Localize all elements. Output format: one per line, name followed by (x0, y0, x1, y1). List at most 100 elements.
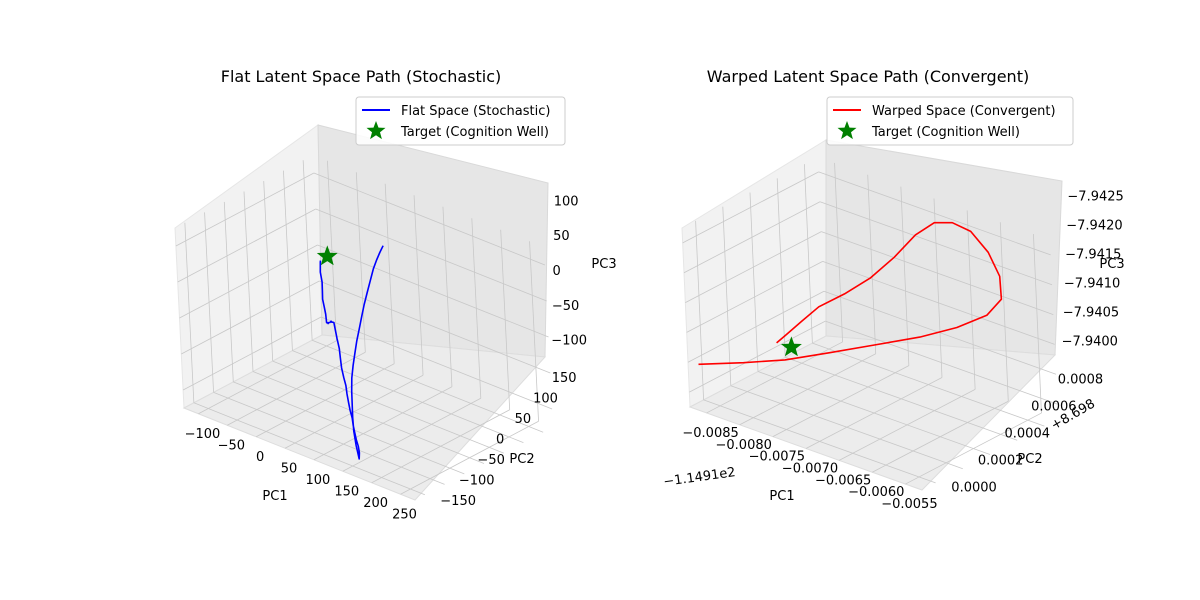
grid-line-z (182, 316, 322, 391)
grid-line-y (193, 402, 426, 496)
grid-line-z (822, 261, 1055, 345)
grid-line-x (933, 198, 943, 378)
x-tick-label: 150 (334, 484, 359, 499)
series-line-0 (319, 245, 384, 460)
x-tick-label: 200 (363, 496, 388, 511)
z-tick-label: 50 (553, 229, 570, 244)
series-line-0 (698, 221, 1003, 366)
warped-xlabel: PC1 (769, 489, 794, 504)
warped-pane-back (825, 139, 1063, 356)
flat-pane-floor (182, 334, 547, 501)
target-star-marker (780, 336, 802, 357)
y-tick-label: 0.0006 (1031, 400, 1077, 415)
warped-data (698, 221, 1003, 366)
flat-ylabel: PC2 (509, 452, 534, 467)
x-tick-label: 50 (281, 461, 298, 476)
grid-line-y (213, 391, 445, 485)
grid-line-y (730, 385, 963, 470)
x-tick-label: −0.0085 (682, 426, 738, 441)
warped-gridlines (682, 162, 1058, 485)
grid-line-x (867, 174, 877, 354)
flat-legend-label-target: Target (Cognition Well) (400, 125, 549, 140)
grid-line-y (252, 371, 485, 464)
grid-line-z (689, 320, 826, 393)
x-tick-label: 0 (256, 450, 264, 465)
grid-line-y (703, 399, 936, 484)
y-tick-label: 100 (533, 392, 558, 407)
y-tick-label: 150 (552, 371, 577, 386)
y-tick-label: −100 (459, 473, 495, 488)
y-tick-label: 0.0002 (978, 454, 1024, 469)
y-tick-label: −150 (440, 494, 476, 509)
z-tick-label: −7.9415 (1065, 248, 1121, 263)
grid-line-z (819, 201, 1053, 286)
y-tick-label: −50 (477, 453, 504, 468)
flat-legend: Flat Space (Stochastic) Target (Cognitio… (355, 96, 566, 146)
grid-line-z (686, 261, 823, 333)
z-tick-label: 100 (554, 194, 579, 209)
grid-line-z (319, 280, 551, 374)
grid-line-z (317, 244, 549, 338)
warped-subplot: Warped Latent Space Path (Convergent) −0… (662, 67, 1124, 512)
z-tick-label: −50 (552, 299, 579, 314)
z-tick-label: −7.9405 (1063, 306, 1119, 321)
grid-line-z (821, 231, 1054, 315)
grid-line-z (825, 320, 1058, 405)
grid-line-y (785, 356, 1018, 441)
grid-line-x (834, 162, 843, 342)
z-tick-label: −100 (551, 334, 587, 349)
z-tick-label: −7.9400 (1062, 335, 1118, 350)
grid-line-z (315, 208, 547, 302)
grid-line-z (682, 171, 819, 244)
y-tick-label: 0.0008 (1058, 373, 1104, 388)
grid-line-y (311, 339, 544, 433)
warped-legend: Warped Space (Convergent) Target (Cognit… (826, 96, 1074, 146)
grid-line-z (181, 280, 320, 355)
flat-legend-star-swatch (366, 121, 386, 140)
grid-line-z (818, 171, 1051, 256)
grid-line-y (776, 178, 786, 358)
warped-ylabel: PC2 (1017, 452, 1042, 467)
flat-zlabel: PC3 (591, 257, 616, 272)
flat-legend-frame (355, 96, 566, 146)
z-tick-label: −7.9420 (1066, 219, 1122, 234)
z-tick-label: 0 (553, 264, 561, 279)
y-tick-label: 0 (496, 433, 504, 448)
flat-tick-labels: −100 −50 0 50 100 150 200 250 −150 −100 −50 0 50 100 1… (185, 194, 587, 522)
flat-title: Flat Latent Space Path (Stochastic) (221, 67, 502, 86)
flat-data (316, 245, 384, 460)
x-tick-label: 250 (392, 507, 417, 522)
flat-gridlines (175, 160, 553, 496)
warped-legend-frame (826, 96, 1074, 146)
y-tick-label: 0.0000 (951, 481, 997, 496)
grid-line-x (900, 186, 910, 366)
x-tick-label: −0.0065 (815, 473, 871, 488)
grid-line-y (812, 342, 1045, 427)
flat-legend-label-path: Flat Space (Stochastic) (401, 104, 550, 119)
z-tick-label: −7.9410 (1064, 277, 1120, 292)
x-tick-label: −0.0060 (848, 485, 904, 500)
z-tick-label: −7.9425 (1067, 190, 1123, 205)
warped-legend-label-path: Warped Space (Convergent) (872, 104, 1056, 119)
grid-line-y (749, 192, 759, 372)
x-tick-label: −0.0080 (716, 438, 772, 453)
grid-line-y (272, 360, 504, 454)
grid-line-z (177, 208, 316, 283)
grid-line-x (966, 210, 976, 390)
x-tick-label: −0.0055 (881, 497, 937, 512)
flat-xlabel: PC1 (262, 489, 287, 504)
grid-line-x (1033, 234, 1042, 414)
grid-line-z (179, 244, 318, 319)
grid-line-x (999, 222, 1009, 402)
flat-pane-back (317, 124, 549, 358)
grid-line-y (233, 381, 465, 475)
grid-line-y (757, 371, 991, 455)
grid-line-z (175, 172, 315, 247)
warped-zlabel: PC3 (1099, 257, 1124, 272)
warped-x-offset-label: −1.1491e2 (662, 465, 736, 490)
grid-line-z (685, 231, 822, 303)
target-star-marker (316, 245, 338, 266)
flat-subplot: Flat Latent Space Path (Stochastic) −100… (174, 67, 617, 522)
warped-legend-label-target: Target (Cognition Well) (871, 125, 1020, 140)
